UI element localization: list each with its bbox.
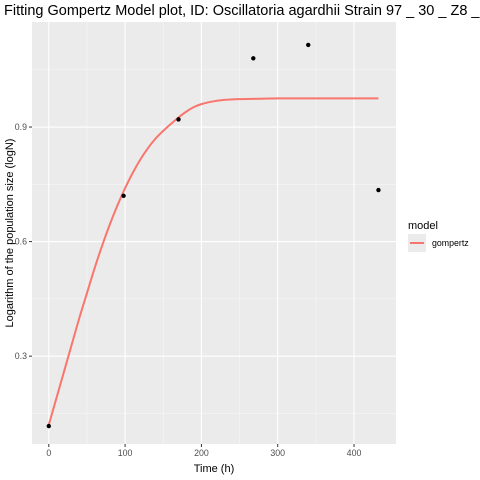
minor-gridlines xyxy=(32,22,396,444)
chart-title: Fitting Gompertz Model plot, ID: Oscilla… xyxy=(4,3,480,19)
x-tick-label: 400 xyxy=(347,448,362,458)
legend-label-gompertz: gompertz xyxy=(432,238,469,248)
x-tick-label: 100 xyxy=(118,448,133,458)
observed-points xyxy=(46,42,381,429)
legend-title: model xyxy=(408,220,438,232)
data-point xyxy=(251,56,256,61)
x-tick-label: 0 xyxy=(46,448,51,458)
x-axis-title: Time (h) xyxy=(194,463,235,475)
data-point xyxy=(121,193,126,198)
y-tick-label: 0.6 xyxy=(15,237,27,247)
x-tick-label: 200 xyxy=(194,448,209,458)
y-axis: 0.3 0.6 0.9 xyxy=(15,122,32,361)
gompertz-fit-line xyxy=(47,97,379,426)
plot-panel xyxy=(32,22,396,444)
x-axis: 0 100 200 300 400 xyxy=(46,444,361,458)
fit-layer xyxy=(47,97,379,426)
data-point xyxy=(376,187,381,193)
y-tick-label: 0.9 xyxy=(15,122,27,132)
data-point xyxy=(176,117,181,122)
data-point xyxy=(46,423,51,429)
legend: model gompertz xyxy=(408,220,469,252)
major-gridlines xyxy=(32,22,396,444)
y-axis-title: Logarithm of the population size (logN) xyxy=(4,139,16,328)
data-point xyxy=(306,42,311,48)
x-tick-label: 300 xyxy=(270,448,285,458)
y-tick-label: 0.3 xyxy=(15,351,27,361)
